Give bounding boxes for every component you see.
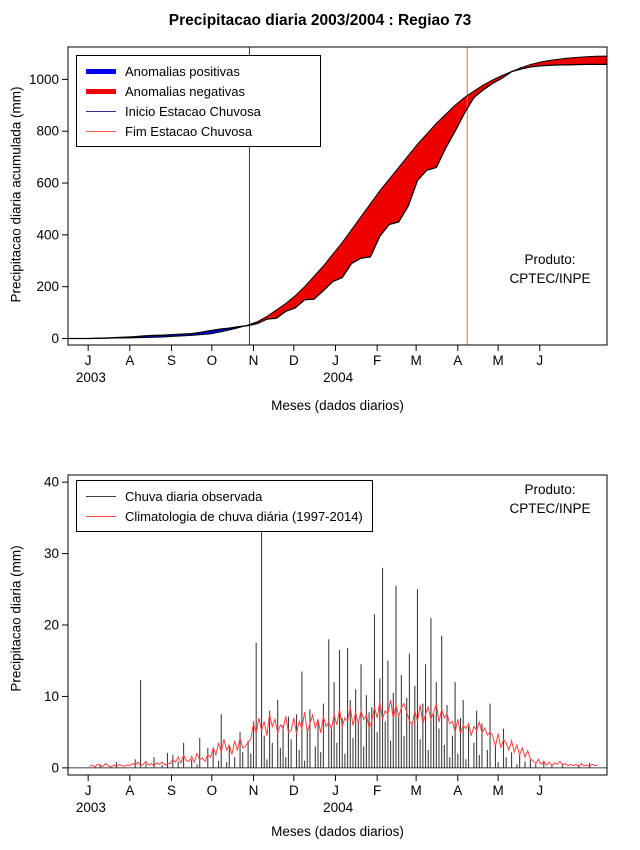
svg-text:40: 40	[44, 475, 59, 490]
svg-text:10: 10	[44, 689, 59, 704]
legend-item-anomalias-negativas: Anomalias negativas	[86, 81, 311, 101]
svg-text:J: J	[85, 783, 92, 798]
legend-label: Fim Estacao Chuvosa	[125, 123, 253, 139]
accumulated-precip-chart: 0 200 400 600 800 1000 J A S O N D J F M A M J 2003 2004 Pr…	[8, 12, 630, 413]
produto-annotation-top: Produto: CPTEC/INPE	[470, 250, 630, 288]
legend-item-climatologia: Climatologia de chuva diária (1997-2014)	[86, 506, 363, 526]
svg-text:M: M	[492, 353, 503, 368]
svg-text:M: M	[411, 353, 422, 368]
legend-label: Anomalias negativas	[125, 83, 245, 99]
page-title: Precipitacao diaria 2003/2004 : Regiao 7…	[168, 12, 472, 29]
svg-text:20: 20	[44, 618, 59, 633]
svg-text:O: O	[207, 783, 218, 798]
svg-text:0: 0	[51, 760, 59, 775]
blue-line-swatch-icon	[86, 68, 116, 74]
svg-text:S: S	[167, 353, 176, 368]
svg-text:J: J	[85, 353, 92, 368]
x-axis-label-bottom: Meses (dados diarios)	[271, 824, 404, 839]
svg-text:M: M	[492, 783, 503, 798]
svg-text:S: S	[167, 783, 176, 798]
svg-text:M: M	[411, 783, 422, 798]
svg-text:A: A	[453, 783, 462, 798]
svg-text:400: 400	[36, 227, 59, 242]
y-axis-label-daily: Precipitacao diaria (mm)	[8, 545, 24, 692]
black-line-swatch-icon	[86, 495, 116, 497]
y-axis-label-accumulated: Precipitacao diaria acumulada (mm)	[8, 86, 24, 303]
svg-text:D: D	[289, 353, 299, 368]
legend-label: Inicio Estacao Chuvosa	[125, 103, 261, 119]
legend-top: Anomalias positivas Anomalias negativas …	[76, 55, 321, 147]
svg-text:O: O	[207, 353, 218, 368]
red-line-swatch-icon	[86, 515, 116, 517]
svg-text:D: D	[289, 783, 299, 798]
red-line-swatch-icon	[86, 88, 116, 94]
legend-label: Chuva diaria observada	[125, 488, 263, 504]
svg-text:600: 600	[36, 176, 59, 191]
svg-text:A: A	[125, 783, 134, 798]
daily-precip-chart: 0 10 20 30 40 J A S O N D J F M A M J 2003 2004 Precipitac…	[0, 430, 640, 850]
x-axis-label-top: Meses (dados diarios)	[271, 398, 404, 413]
accumulated-precip-plot-canvas: 0 200 400 600 800 1000 J A S O N D J F M A M J 2003 2004	[29, 46, 608, 385]
svg-text:200: 200	[36, 279, 59, 294]
produto-line: Produto:	[524, 252, 576, 267]
svg-text:2004: 2004	[323, 370, 354, 385]
svg-text:J: J	[332, 353, 339, 368]
svg-text:A: A	[125, 353, 134, 368]
svg-text:2003: 2003	[76, 800, 106, 815]
legend-label: Climatologia de chuva diária (1997-2014)	[125, 508, 363, 524]
svg-text:F: F	[373, 783, 381, 798]
svg-text:0: 0	[51, 331, 59, 346]
svg-text:J: J	[536, 353, 543, 368]
legend-item-anomalias-positivas: Anomalias positivas	[86, 61, 311, 81]
legend-item-chuva-observada: Chuva diaria observada	[86, 486, 363, 506]
svg-text:J: J	[332, 783, 339, 798]
legend-item-inicio-estacao: Inicio Estacao Chuvosa	[86, 101, 311, 121]
svg-text:A: A	[453, 353, 462, 368]
svg-text:30: 30	[44, 546, 59, 561]
navy-line-swatch-icon	[86, 110, 116, 112]
legend-label: Anomalias positivas	[125, 63, 240, 79]
svg-text:800: 800	[36, 124, 59, 139]
produto-annotation-bottom: Produto: CPTEC/INPE	[470, 480, 630, 518]
produto-line: Produto:	[524, 482, 576, 497]
produto-line: CPTEC/INPE	[509, 271, 591, 286]
legend-bottom: Chuva diaria observada Climatologia de c…	[76, 480, 373, 532]
svg-text:2003: 2003	[76, 370, 106, 385]
svg-text:F: F	[373, 353, 381, 368]
svg-text:2004: 2004	[323, 800, 354, 815]
legend-item-fim-estacao: Fim Estacao Chuvosa	[86, 121, 311, 141]
svg-text:1000: 1000	[29, 72, 59, 87]
produto-line: CPTEC/INPE	[509, 501, 591, 516]
light-red-line-swatch-icon	[86, 130, 116, 132]
svg-text:J: J	[536, 783, 543, 798]
svg-text:N: N	[249, 353, 259, 368]
daily-precip-plot-canvas: 0 10 20 30 40 J A S O N D J F M A M J 2003 2004	[44, 474, 608, 815]
svg-text:N: N	[249, 783, 259, 798]
